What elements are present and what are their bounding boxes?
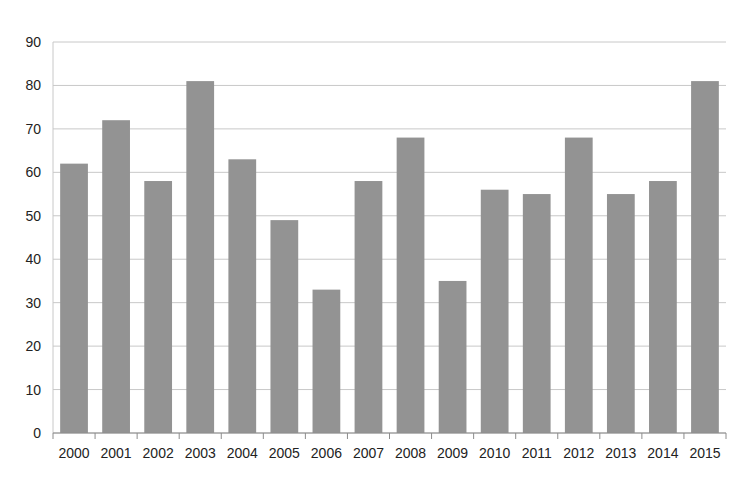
x-tick-label: 2009 (437, 445, 468, 461)
grid-line (53, 85, 726, 86)
x-tick-label: 2001 (101, 445, 132, 461)
chart: 0 10 20 30 40 50 60 70 80 90 2000 2001 2002 2003 2004 2… (0, 0, 751, 482)
bar (439, 281, 467, 433)
x-tick-label: 2015 (689, 445, 720, 461)
bar (607, 194, 635, 433)
bar (481, 190, 509, 433)
bar (691, 81, 719, 433)
y-tick-label: 30 (25, 295, 41, 311)
bar (565, 138, 593, 433)
y-tick-label: 20 (25, 338, 41, 354)
x-tick-label: 2004 (227, 445, 258, 461)
x-tick-label: 2006 (311, 445, 342, 461)
x-tick (305, 433, 306, 439)
x-tick-label: 2000 (58, 445, 89, 461)
x-tick (179, 433, 180, 439)
x-tick-label: 2014 (647, 445, 678, 461)
y-tick-label: 10 (25, 382, 41, 398)
x-tick-label: 2002 (143, 445, 174, 461)
x-tick (515, 433, 516, 439)
bar (355, 181, 383, 433)
grid-line (53, 42, 726, 43)
x-tick (137, 433, 138, 439)
y-tick-label: 40 (25, 251, 41, 267)
x-tick-label: 2008 (395, 445, 426, 461)
bar (186, 81, 214, 433)
bar (523, 194, 551, 433)
bar (102, 120, 130, 433)
x-tick (389, 433, 390, 439)
y-tick-label: 50 (25, 208, 41, 224)
bar (228, 159, 256, 433)
x-tick (431, 433, 432, 439)
grid-line (53, 172, 726, 173)
x-tick (473, 433, 474, 439)
y-tick-label: 80 (25, 77, 41, 93)
bar (313, 290, 341, 433)
x-tick (599, 433, 600, 439)
y-axis-line (53, 42, 54, 433)
bar (144, 181, 172, 433)
x-tick (557, 433, 558, 439)
grid-line (53, 128, 726, 129)
x-tick-label: 2010 (479, 445, 510, 461)
bar (60, 164, 88, 433)
x-tick (263, 433, 264, 439)
x-tick-label: 2013 (605, 445, 636, 461)
x-tick-label: 2007 (353, 445, 384, 461)
bars (60, 81, 719, 433)
x-tick (683, 433, 684, 439)
x-tick (221, 433, 222, 439)
x-tick (726, 433, 727, 439)
x-tick (95, 433, 96, 439)
y-tick-label: 60 (25, 164, 41, 180)
bar (397, 138, 425, 433)
bar (270, 220, 298, 433)
x-tick (347, 433, 348, 439)
y-tick-label: 70 (25, 121, 41, 137)
x-tick-label: 2005 (269, 445, 300, 461)
y-tick-label: 0 (33, 425, 41, 441)
y-tick-label: 90 (25, 34, 41, 50)
x-tick (53, 433, 54, 439)
x-tick-label: 2003 (185, 445, 216, 461)
x-tick (641, 433, 642, 439)
bar (649, 181, 677, 433)
x-tick-label: 2011 (522, 445, 552, 461)
x-tick-label: 2012 (563, 445, 594, 461)
